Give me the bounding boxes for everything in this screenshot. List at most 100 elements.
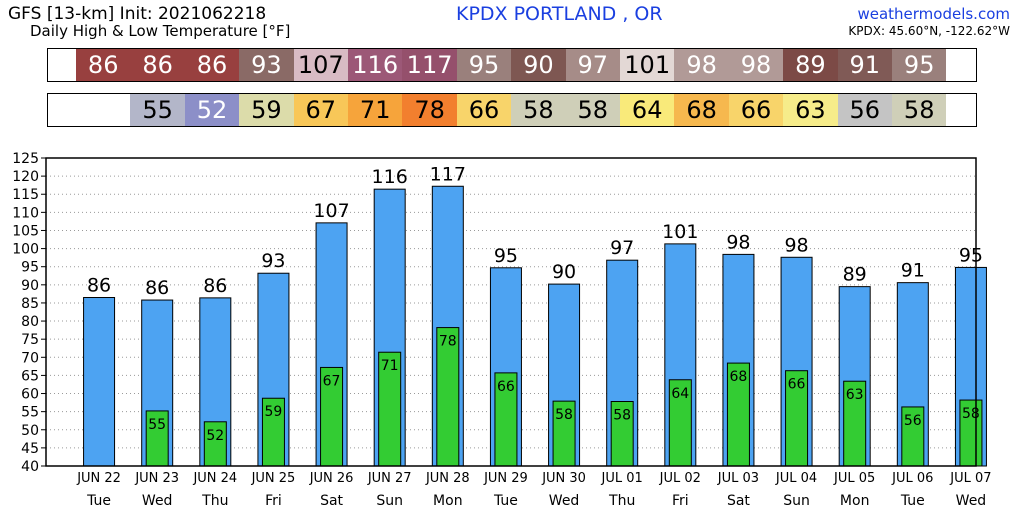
station-coordinates: KPDX: 45.60°N, -122.62°W bbox=[848, 24, 1010, 38]
y-tick-label: 125 bbox=[12, 151, 39, 167]
low-temp-label: 78 bbox=[439, 334, 457, 350]
high-temp-label: 90 bbox=[552, 261, 576, 283]
x-date-label: JUN 24 bbox=[192, 471, 237, 486]
high-temp-cell: 93 bbox=[239, 49, 294, 81]
chart-subtitle: Daily High & Low Temperature [°F] bbox=[30, 22, 291, 40]
high-temp-cell: 86 bbox=[76, 49, 131, 81]
high-temp-label: 89 bbox=[843, 264, 867, 286]
high-temp-cell: 91 bbox=[837, 49, 892, 81]
low-temp-cell: 64 bbox=[620, 94, 675, 126]
high-temp-bar bbox=[83, 297, 116, 467]
x-date-label: JUL 03 bbox=[717, 471, 759, 486]
plot-frame bbox=[45, 157, 977, 467]
x-date-label: JUN 29 bbox=[483, 471, 528, 486]
high-temp-cell: 107 bbox=[293, 49, 348, 81]
high-temp-cell: 117 bbox=[402, 49, 457, 81]
high-temp-cell: 116 bbox=[348, 49, 403, 81]
high-temp-label: 101 bbox=[662, 221, 698, 243]
low-temp-label: 58 bbox=[962, 406, 980, 422]
high-temp-label: 116 bbox=[372, 166, 408, 188]
high-temp-label: 86 bbox=[203, 275, 227, 297]
x-date-label: JUL 01 bbox=[601, 471, 643, 486]
x-date-label: JUN 28 bbox=[425, 471, 470, 486]
y-tick-label: 105 bbox=[12, 223, 39, 239]
high-temp-cell: 86 bbox=[130, 49, 185, 81]
low-temp-cell: 58 bbox=[565, 94, 620, 126]
low-temp-label: 66 bbox=[497, 379, 515, 395]
high-temp-cell: 101 bbox=[620, 49, 675, 81]
x-date-label: JUL 05 bbox=[833, 471, 875, 486]
x-date-label: JUL 07 bbox=[949, 471, 991, 486]
low-temp-label: 63 bbox=[846, 387, 864, 403]
y-tick-label: 95 bbox=[21, 260, 39, 276]
x-date-label: JUN 27 bbox=[367, 471, 412, 486]
y-tick-label: 110 bbox=[12, 205, 39, 221]
low-temp-label: 66 bbox=[788, 377, 806, 393]
high-temp-cell: 97 bbox=[565, 49, 620, 81]
y-tick-label: 100 bbox=[12, 242, 39, 258]
y-tick-label: 85 bbox=[21, 296, 39, 312]
low-temp-label: 67 bbox=[323, 373, 341, 389]
high-temp-cell: 95 bbox=[892, 49, 947, 81]
y-tick-label: 40 bbox=[21, 459, 39, 475]
x-weekday-label: Thu bbox=[201, 493, 228, 509]
low-temp-cell: 58 bbox=[892, 94, 947, 126]
high-temp-label: 93 bbox=[261, 250, 285, 272]
y-tick-label: 80 bbox=[21, 314, 39, 330]
x-weekday-label: Fri bbox=[265, 493, 282, 509]
low-temp-label: 59 bbox=[265, 404, 283, 420]
low-temp-label: 58 bbox=[613, 408, 631, 424]
high-temp-cell: 89 bbox=[783, 49, 838, 81]
x-date-label: JUN 30 bbox=[541, 471, 586, 486]
x-date-label: JUL 04 bbox=[775, 471, 817, 486]
x-weekday-label: Tue bbox=[86, 493, 111, 509]
low-temp-label: 58 bbox=[555, 407, 573, 423]
y-tick-label: 75 bbox=[21, 332, 39, 348]
low-temp-cell: 63 bbox=[783, 94, 838, 126]
site-link[interactable]: weathermodels.com bbox=[857, 5, 1010, 23]
y-tick-label: 90 bbox=[21, 278, 39, 294]
low-temp-label: 56 bbox=[904, 413, 922, 429]
low-temp-cell: 55 bbox=[130, 94, 185, 126]
high-temp-label: 98 bbox=[784, 234, 808, 256]
x-weekday-label: Wed bbox=[549, 493, 580, 509]
low-temp-cell: 52 bbox=[184, 94, 240, 126]
low-temp-cell: 78 bbox=[402, 94, 457, 126]
x-date-label: JUN 22 bbox=[76, 471, 121, 486]
x-weekday-label: Sat bbox=[320, 493, 343, 509]
x-weekday-label: Wed bbox=[142, 493, 173, 509]
x-weekday-label: Fri bbox=[672, 493, 689, 509]
low-temp-label: 68 bbox=[730, 369, 748, 385]
x-weekday-label: Wed bbox=[956, 493, 987, 509]
x-weekday-label: Tue bbox=[493, 493, 518, 509]
y-tick-label: 55 bbox=[21, 405, 39, 421]
y-tick-label: 45 bbox=[21, 441, 39, 457]
low-temp-cell: 66 bbox=[456, 94, 512, 126]
low-temp-cell: 56 bbox=[837, 94, 892, 126]
x-weekday-label: Thu bbox=[608, 493, 635, 509]
x-weekday-label: Tue bbox=[900, 493, 925, 509]
x-date-label: JUN 25 bbox=[251, 471, 296, 486]
x-date-label: JUN 26 bbox=[309, 471, 354, 486]
low-temp-cell: 71 bbox=[348, 94, 403, 126]
low-temp-label: 52 bbox=[206, 428, 224, 444]
low-temperature-strip: 55 52 59 67 71 78 66 58 58 64 68 66 63 56 58 bbox=[47, 93, 977, 127]
high-temp-label: 95 bbox=[959, 244, 983, 266]
high-temp-label: 86 bbox=[87, 275, 111, 297]
station-name: KPDX PORTLAND , OR bbox=[456, 3, 663, 25]
low-temp-cell bbox=[76, 94, 131, 126]
high-temp-label: 117 bbox=[430, 163, 466, 185]
high-temp-cell: 98 bbox=[674, 49, 729, 81]
high-temp-label: 107 bbox=[313, 200, 349, 222]
high-temp-label: 97 bbox=[610, 237, 634, 259]
x-weekday-label: Mon bbox=[840, 493, 870, 509]
y-tick-label: 70 bbox=[21, 350, 39, 366]
high-temp-cell: 86 bbox=[184, 49, 240, 81]
x-weekday-label: Sun bbox=[376, 493, 403, 509]
x-date-label: JUL 02 bbox=[659, 471, 701, 486]
low-temp-label: 64 bbox=[671, 386, 689, 402]
y-tick-label: 120 bbox=[12, 169, 39, 185]
x-date-label: JUL 06 bbox=[891, 471, 933, 486]
high-temperature-strip: 86 86 86 93 107 116 117 95 90 97 101 98 98 89 91 95 bbox=[47, 48, 977, 82]
